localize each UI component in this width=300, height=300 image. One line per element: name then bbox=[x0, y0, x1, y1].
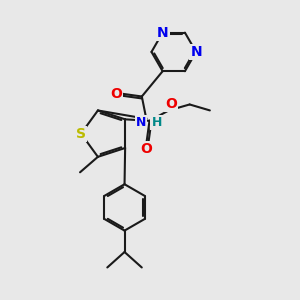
Text: S: S bbox=[76, 127, 86, 141]
Text: N: N bbox=[157, 26, 168, 40]
Text: O: O bbox=[141, 142, 152, 156]
Text: O: O bbox=[165, 97, 177, 111]
Text: H: H bbox=[152, 116, 162, 129]
Text: O: O bbox=[110, 86, 122, 100]
Text: N: N bbox=[136, 116, 146, 129]
Text: N: N bbox=[190, 45, 202, 59]
